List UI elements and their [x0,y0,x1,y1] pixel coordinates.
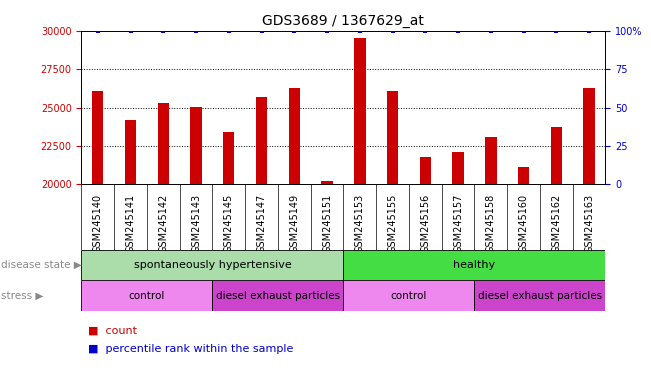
Point [289,28,299,34]
Bar [223,132,234,384]
Bar [190,107,202,384]
Bar [419,157,431,384]
Point [322,28,332,34]
Bar [288,88,300,384]
Text: stress ▶: stress ▶ [1,291,44,301]
Point [453,28,464,34]
Bar [387,91,398,384]
Text: healthy: healthy [453,260,495,270]
Bar [475,280,605,311]
Bar [81,250,344,280]
Point [256,28,267,34]
Point [355,28,365,34]
Text: control: control [391,291,427,301]
Text: GSM245155: GSM245155 [387,194,398,253]
Text: GSM245145: GSM245145 [224,194,234,253]
Point [223,28,234,34]
Text: GSM245158: GSM245158 [486,194,496,253]
Bar [583,88,595,384]
Bar [212,280,344,311]
Text: GSM245140: GSM245140 [92,194,103,253]
Text: GSM245157: GSM245157 [453,194,463,253]
Text: ■  percentile rank within the sample: ■ percentile rank within the sample [88,344,293,354]
Text: GSM245149: GSM245149 [289,194,299,253]
Point [518,28,529,34]
Bar [344,280,475,311]
Bar [354,38,365,384]
Bar [322,181,333,384]
Text: ■  count: ■ count [88,325,137,335]
Point [191,28,201,34]
Bar [485,137,497,384]
Point [158,28,169,34]
Bar [452,152,464,384]
Text: disease state ▶: disease state ▶ [1,260,82,270]
Text: GSM245153: GSM245153 [355,194,365,253]
Bar [256,97,268,384]
Text: GSM245141: GSM245141 [126,194,135,253]
Text: GSM245156: GSM245156 [421,194,430,253]
Point [125,28,135,34]
Text: diesel exhaust particles: diesel exhaust particles [216,291,340,301]
Text: GSM245162: GSM245162 [551,194,561,253]
Title: GDS3689 / 1367629_at: GDS3689 / 1367629_at [262,14,424,28]
Point [92,28,103,34]
Text: GSM245142: GSM245142 [158,194,168,253]
Bar [518,167,529,384]
Point [387,28,398,34]
Point [551,28,562,34]
Text: GSM245160: GSM245160 [519,194,529,253]
Point [584,28,594,34]
Text: spontaneously hypertensive: spontaneously hypertensive [133,260,291,270]
Bar [551,127,562,384]
Point [420,28,430,34]
Text: GSM245143: GSM245143 [191,194,201,253]
Text: GSM245147: GSM245147 [256,194,266,253]
Text: GSM245163: GSM245163 [584,194,594,253]
Bar [92,91,104,384]
Bar [81,280,212,311]
Text: GSM245151: GSM245151 [322,194,332,253]
Bar [125,120,136,384]
Bar [158,103,169,384]
Text: control: control [129,291,165,301]
Text: diesel exhaust particles: diesel exhaust particles [478,291,602,301]
Bar [344,250,605,280]
Point [486,28,496,34]
